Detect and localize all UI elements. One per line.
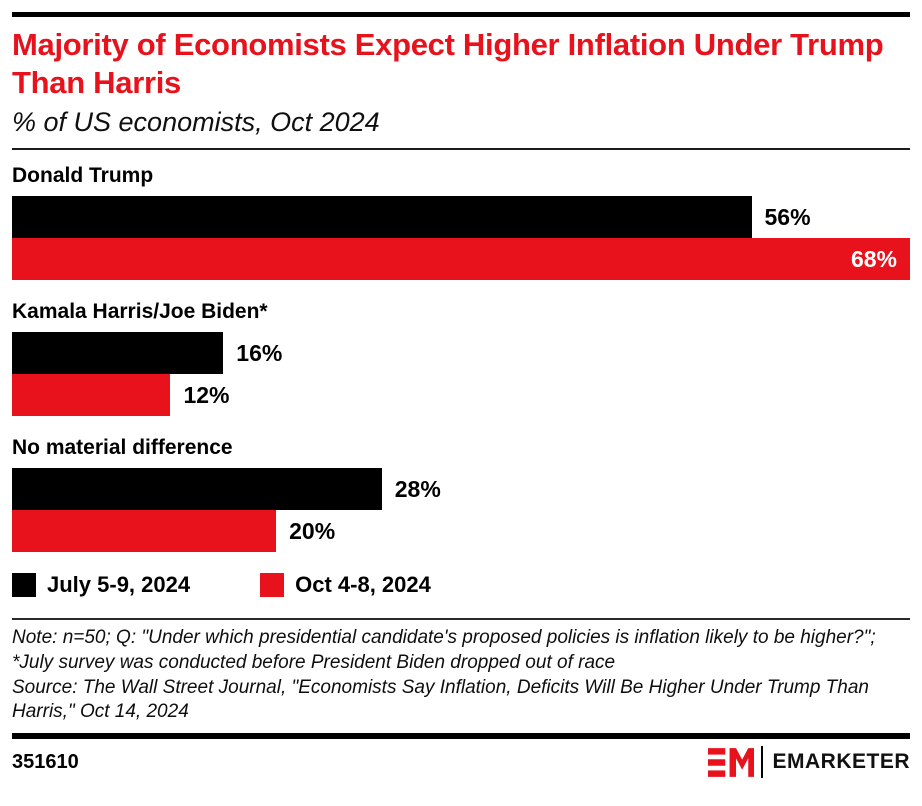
bar-chart: Donald Trump 56% 68% Kamala Harris/Joe Bide… (12, 164, 910, 553)
bar-row: 28% (12, 468, 910, 511)
bar-row: 16% (12, 332, 910, 375)
emarketer-logo: EMARKETER (708, 746, 910, 778)
notes-divider (12, 618, 910, 621)
bar-value-label: 12% (183, 381, 230, 408)
bar-group: Kamala Harris/Joe Biden* 16% 12% (12, 300, 910, 417)
bar (12, 332, 224, 375)
top-accent-bar (12, 12, 910, 17)
legend-label: Oct 4-8, 2024 (295, 572, 431, 598)
bar-group: No material difference 28% 20% (12, 436, 910, 553)
chart-legend: July 5-9, 2024 Oct 4-8, 2024 (12, 572, 910, 598)
page-title: Majority of Economists Expect Higher Inf… (12, 27, 884, 101)
footer-accent-bar (12, 733, 910, 739)
category-label: No material difference (12, 436, 233, 460)
logo-divider (761, 746, 764, 778)
bar-row: 20% (12, 510, 910, 553)
bar-value-label: 28% (394, 475, 441, 502)
chart-subtitle: % of US economists, Oct 2024 (12, 107, 380, 138)
source-text: Source: The Wall Street Journal, "Econom… (12, 676, 869, 723)
category-label: Kamala Harris/Joe Biden* (12, 300, 268, 324)
chart-id: 351610 (12, 750, 79, 773)
bar (12, 468, 382, 511)
legend-swatch-red (260, 573, 285, 598)
legend-item-july: July 5-9, 2024 (12, 572, 190, 598)
bar-value-label: 20% (289, 517, 336, 544)
bar-value-label: 56% (764, 203, 811, 230)
legend-item-oct: Oct 4-8, 2024 (260, 572, 431, 598)
bar (12, 374, 171, 417)
bar (12, 196, 752, 239)
category-label: Donald Trump (12, 164, 154, 188)
bar (12, 510, 277, 553)
header-divider (12, 148, 910, 151)
bar: 68% (12, 238, 910, 281)
bar-group: Donald Trump 56% 68% (12, 164, 910, 281)
bar-row: 12% (12, 374, 910, 417)
note-text: Note: n=50; Q: "Under which presidential… (12, 627, 876, 673)
bar-row: 56% (12, 196, 910, 239)
legend-label: July 5-9, 2024 (47, 572, 191, 598)
notes-block: Note: n=50; Q: "Under which presidential… (12, 626, 910, 725)
em-monogram-icon (708, 747, 755, 777)
bar-value-label: 16% (236, 339, 283, 366)
brand-wordmark: EMARKETER (772, 750, 910, 773)
footer: 351610 EMARKETER (12, 746, 910, 778)
bar-row: 68% (12, 238, 910, 281)
bar-value-label: 68% (850, 245, 897, 272)
chart-figure: Majority of Economists Expect Higher Inf… (0, 12, 922, 778)
legend-swatch-black (12, 573, 36, 598)
